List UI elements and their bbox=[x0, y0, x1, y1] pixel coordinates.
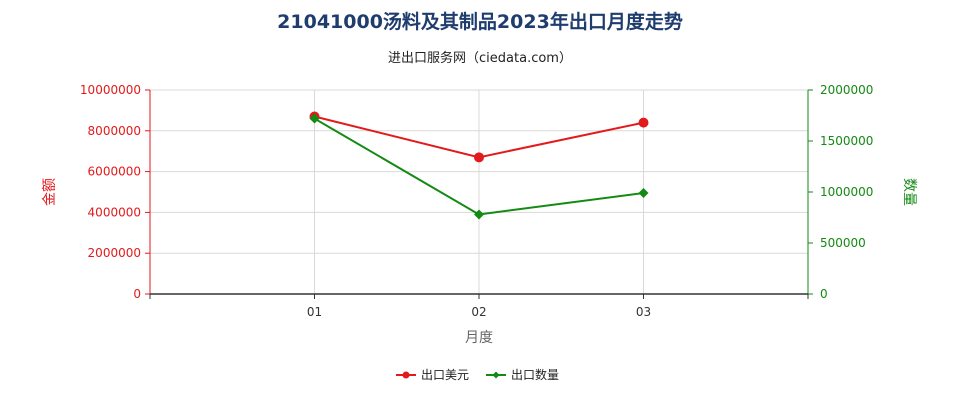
legend-marker bbox=[492, 371, 500, 379]
series-group bbox=[309, 111, 649, 220]
legend-marker bbox=[402, 371, 410, 379]
y-right-tick-label: 1500000 bbox=[820, 134, 873, 148]
grid bbox=[150, 89, 808, 294]
y-left-tick-label: 2000000 bbox=[88, 246, 141, 260]
x-tick-label: 01 bbox=[307, 305, 322, 319]
legend-label: 出口数量 bbox=[511, 367, 559, 382]
y-left-tick-label: 10000000 bbox=[80, 83, 141, 97]
y-right-tick-label: 1000000 bbox=[820, 185, 873, 199]
chart-title: 21041000汤料及其制品2023年出口月度走势 bbox=[277, 10, 683, 33]
y-left-tick-label: 4000000 bbox=[88, 205, 141, 219]
y-axis-right-label: 数量 bbox=[901, 178, 917, 206]
axes: 0 2000000 4000000 6000000 8000000 10000000 0 50… bbox=[80, 83, 874, 319]
y-left-tick-label: 8000000 bbox=[88, 124, 141, 138]
y-left-tick-label: 6000000 bbox=[88, 165, 141, 179]
data-point bbox=[474, 209, 484, 220]
y-right-tick-label: 2000000 bbox=[820, 83, 873, 97]
chart-subtitle: 进出口服务网（ciedata.com） bbox=[388, 50, 572, 66]
x-tick-label: 02 bbox=[471, 305, 486, 319]
y-axis-left-label: 金额 bbox=[42, 178, 58, 206]
data-point bbox=[474, 152, 484, 163]
y-right-tick-label: 0 bbox=[820, 287, 828, 301]
data-point bbox=[638, 188, 649, 199]
y-right-tick-label: 500000 bbox=[820, 236, 866, 250]
legend-label: 出口美元 bbox=[421, 368, 469, 382]
x-tick-label: 03 bbox=[636, 305, 651, 319]
data-point bbox=[638, 117, 649, 128]
legend: 出口美元 出口数量 bbox=[396, 367, 559, 382]
y-left-tick-label: 0 bbox=[133, 287, 141, 301]
data-point bbox=[309, 113, 320, 124]
x-axis-label: 月度 bbox=[465, 330, 493, 346]
